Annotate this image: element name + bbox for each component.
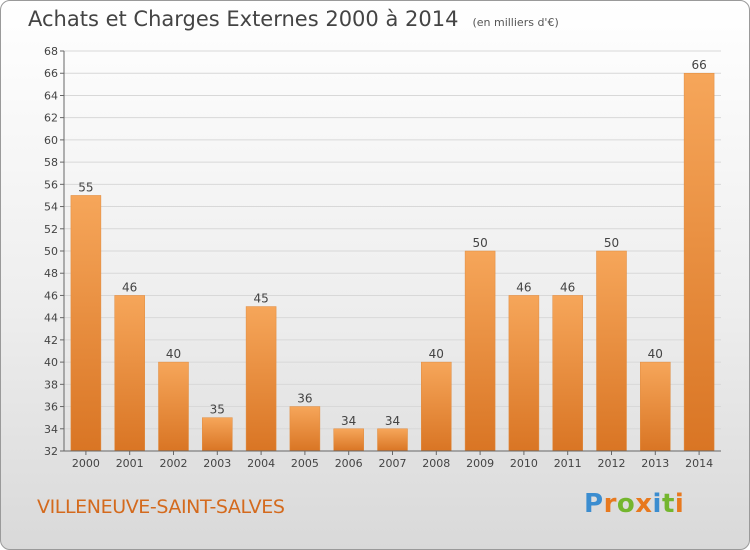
bar-2001 bbox=[114, 295, 145, 452]
value-label: 34 bbox=[385, 414, 400, 428]
x-tick-label: 2001 bbox=[116, 457, 144, 470]
value-label: 46 bbox=[516, 280, 531, 294]
bar-2013 bbox=[640, 361, 671, 452]
bar-2006 bbox=[333, 428, 364, 452]
y-tick-label: 66 bbox=[44, 67, 58, 80]
y-tick-label: 58 bbox=[44, 156, 58, 169]
bar-2004 bbox=[245, 306, 277, 452]
y-tick-label: 68 bbox=[44, 45, 58, 58]
value-label: 34 bbox=[341, 414, 356, 428]
x-tick-label: 2009 bbox=[466, 457, 494, 470]
y-tick-label: 42 bbox=[44, 334, 58, 347]
y-tick-label: 64 bbox=[44, 89, 58, 102]
x-tick-label: 2012 bbox=[598, 457, 626, 470]
chart-title: Achats et Charges Externes 2000 à 2014 (e… bbox=[28, 7, 559, 31]
axes bbox=[60, 50, 721, 455]
x-tick-label: 2000 bbox=[72, 457, 100, 470]
value-label: 66 bbox=[691, 58, 706, 72]
value-label: 46 bbox=[560, 280, 575, 294]
chart-title-text: Achats et Charges Externes 2000 à 2014 bbox=[28, 7, 459, 31]
logo-letter: x bbox=[635, 489, 653, 519]
logo-letter: o bbox=[616, 489, 636, 519]
bars bbox=[70, 72, 715, 452]
bar-2009 bbox=[464, 250, 496, 452]
y-tick-label: 62 bbox=[44, 112, 58, 125]
bar-2007 bbox=[377, 428, 408, 452]
y-tick-label: 32 bbox=[44, 445, 58, 458]
y-tick-label: 52 bbox=[44, 223, 58, 236]
value-label: 40 bbox=[429, 347, 444, 361]
y-tick-label: 46 bbox=[44, 289, 58, 302]
value-label: 50 bbox=[472, 236, 487, 250]
value-label: 55 bbox=[78, 180, 93, 194]
x-tick-label: 2003 bbox=[203, 457, 231, 470]
x-tick-label: 2010 bbox=[510, 457, 538, 470]
x-tick-label: 2014 bbox=[685, 457, 713, 470]
x-tick-label: 2011 bbox=[554, 457, 582, 470]
commune-name: VILLENEUVE-SAINT-SALVES bbox=[37, 496, 285, 518]
bar-2000 bbox=[70, 195, 102, 452]
logo-letter: t bbox=[661, 489, 675, 519]
y-tick-label: 60 bbox=[44, 134, 58, 147]
y-tick-label: 40 bbox=[44, 356, 58, 369]
value-label: 46 bbox=[122, 280, 137, 294]
bar-2003 bbox=[202, 417, 233, 452]
x-tick-label: 2013 bbox=[641, 457, 669, 470]
bar-2011 bbox=[552, 295, 583, 452]
y-tick-label: 56 bbox=[44, 178, 58, 191]
chart-unit: (en milliers d'€) bbox=[472, 16, 559, 29]
bar-2014 bbox=[683, 72, 715, 452]
value-label: 40 bbox=[648, 347, 663, 361]
y-tick-label: 48 bbox=[44, 267, 58, 280]
x-tick-label: 2002 bbox=[160, 457, 188, 470]
bar-2002 bbox=[158, 361, 189, 452]
x-tick-label: 2008 bbox=[422, 457, 450, 470]
proxiti-logo: Proxiti bbox=[584, 489, 684, 519]
logo-letter: r bbox=[603, 489, 617, 519]
value-label: 40 bbox=[166, 347, 181, 361]
bar-2012 bbox=[596, 250, 627, 452]
value-label: 36 bbox=[297, 392, 312, 406]
y-tick-label: 50 bbox=[44, 245, 58, 258]
bar-2005 bbox=[289, 406, 321, 452]
value-label: 45 bbox=[253, 292, 268, 306]
logo-letter: i bbox=[674, 489, 685, 519]
y-tick-label: 44 bbox=[44, 312, 58, 325]
y-tick-label: 54 bbox=[44, 201, 58, 214]
value-label: 35 bbox=[210, 403, 225, 417]
y-tick-label: 38 bbox=[44, 378, 58, 391]
bar-2010 bbox=[508, 295, 540, 452]
x-tick-label: 2005 bbox=[291, 457, 319, 470]
y-tick-label: 36 bbox=[44, 401, 58, 414]
x-tick-label: 2004 bbox=[247, 457, 275, 470]
x-tick-label: 2007 bbox=[379, 457, 407, 470]
y-tick-label: 34 bbox=[44, 423, 58, 436]
logo-letter: i bbox=[652, 489, 662, 519]
labels: 32 34 36 38 40 42 44 46 48 50 52 54 56 58 60 62 64 66 68 55… bbox=[44, 45, 713, 470]
logo-letter: P bbox=[584, 489, 604, 519]
bar-2008 bbox=[421, 361, 452, 452]
value-label: 50 bbox=[604, 236, 619, 250]
x-tick-label: 2006 bbox=[335, 457, 363, 470]
